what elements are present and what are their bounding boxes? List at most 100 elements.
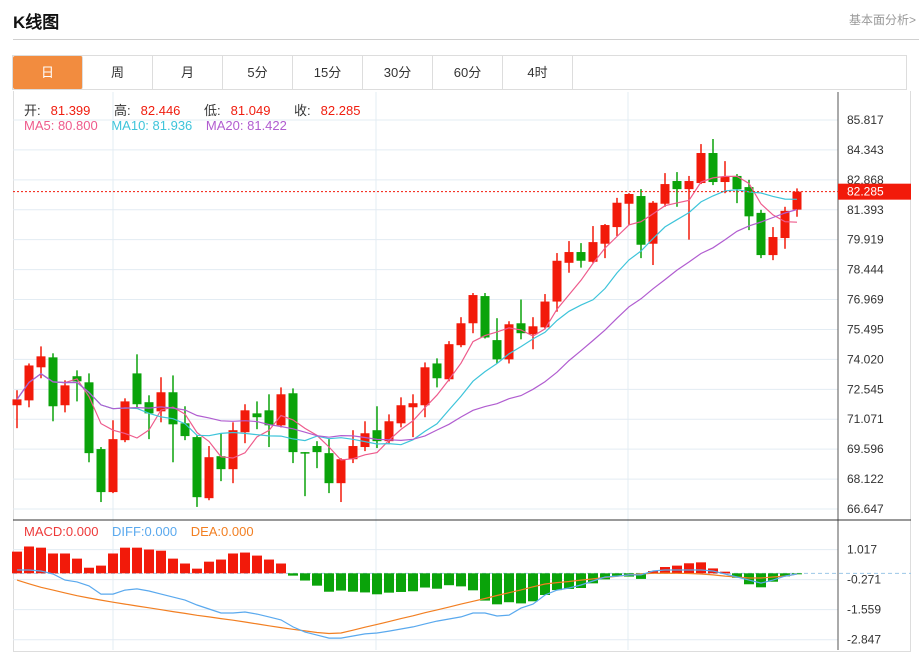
price-tick-label: 76.969	[847, 293, 884, 307]
candle-up	[540, 301, 550, 328]
price-tick-label: 82.868	[847, 173, 884, 187]
candle-up	[600, 225, 610, 244]
macd-bar-positive	[252, 555, 262, 574]
macd-bar-negative	[492, 573, 502, 605]
macd-bar-negative	[732, 573, 742, 578]
candle-up	[684, 181, 694, 190]
ma10-legend: MA10: 81.936	[111, 118, 193, 133]
tab-month[interactable]: 月	[153, 56, 223, 89]
candle-down	[324, 453, 334, 484]
macd-bar-positive	[132, 547, 142, 574]
tab-5min[interactable]: 5分	[223, 56, 293, 89]
macd-bar-positive	[720, 571, 730, 574]
macd-bar-negative	[756, 573, 766, 588]
macd-legend-value: MACD:0.000	[24, 524, 99, 539]
candle-up	[408, 403, 418, 408]
macd-bar-positive	[276, 563, 286, 574]
macd-bar-negative	[432, 573, 442, 589]
candle-down	[756, 212, 766, 256]
ma-legend: MA5: 80.800 MA10: 81.936 MA20: 81.422	[24, 118, 297, 133]
price-tick-label: 78.444	[847, 263, 884, 277]
candle-up	[120, 401, 130, 441]
candle-down	[732, 175, 742, 190]
candle-up	[444, 344, 454, 380]
macd-bar-negative	[336, 573, 346, 591]
macd-bar-positive	[216, 559, 226, 574]
macd-tick-label: -1.559	[847, 603, 881, 617]
candle-down	[744, 187, 754, 217]
price-tick-label: 85.817	[847, 113, 884, 127]
candle-up	[504, 324, 514, 360]
price-tick-label: 66.647	[847, 502, 884, 516]
macd-bar-negative	[420, 573, 430, 588]
close-label: 收:	[294, 103, 311, 118]
candle-up	[780, 210, 790, 239]
candle-up	[36, 356, 46, 368]
candle-up	[612, 202, 622, 228]
tab-30min[interactable]: 30分	[363, 56, 433, 89]
diff-line	[17, 569, 798, 639]
last-price-label: 82.285	[847, 185, 884, 199]
candle-up	[348, 446, 358, 460]
macd-bar-negative	[360, 573, 370, 593]
diff-legend-value: DIFF:0.000	[112, 524, 178, 539]
price-tick-label: 84.343	[847, 143, 884, 157]
tab-60min[interactable]: 60分	[433, 56, 503, 89]
candle-up	[228, 430, 238, 470]
candle-up	[156, 392, 166, 412]
macd-bar-negative	[372, 573, 382, 595]
tab-week[interactable]: 周	[83, 56, 153, 89]
ma5-line	[16, 175, 798, 461]
macd-bar-positive	[108, 553, 118, 574]
macd-bar-positive	[696, 562, 706, 574]
candle-up	[396, 405, 406, 424]
macd-bar-positive	[96, 565, 106, 574]
tab-15min[interactable]: 15分	[293, 56, 363, 89]
macd-bar-positive	[60, 553, 70, 574]
candle-up	[384, 421, 394, 442]
macd-bar-positive	[144, 549, 154, 574]
candle-up	[456, 323, 466, 346]
candle-down	[636, 196, 646, 245]
macd-bar-positive	[192, 568, 202, 574]
candle-up	[696, 153, 706, 184]
tab-4hour[interactable]: 4时	[503, 56, 573, 89]
candle-up	[552, 260, 562, 302]
macd-bar-negative	[516, 573, 526, 604]
candle-down	[192, 437, 202, 498]
tab-day[interactable]: 日	[13, 56, 83, 89]
high-label: 高:	[114, 103, 131, 118]
candle-up	[60, 385, 70, 406]
candle-up	[12, 399, 22, 406]
candle-down	[216, 456, 226, 470]
last-price-badge	[838, 183, 911, 200]
macd-bar-positive	[228, 553, 238, 574]
macd-bar-negative	[396, 573, 406, 592]
candle-up	[720, 176, 730, 183]
macd-legend: MACD:0.000 DIFF:0.000 DEA:0.000	[24, 524, 264, 539]
macd-bar-negative	[468, 573, 478, 591]
macd-bar-negative	[288, 573, 298, 576]
candle-down	[252, 413, 262, 418]
candle-up	[468, 295, 478, 324]
macd-bar-positive	[36, 547, 46, 574]
candle-down	[672, 181, 682, 190]
candle-down	[480, 296, 490, 338]
fundamental-analysis-link[interactable]: 基本面分析>	[848, 13, 916, 27]
candle-down	[180, 423, 190, 437]
candle-down	[312, 446, 322, 453]
dea-line	[16, 572, 798, 635]
low-value: 81.049	[230, 103, 271, 118]
macd-bar-negative	[600, 573, 610, 580]
macd-bar-negative	[348, 573, 358, 592]
ma20-line	[16, 208, 798, 442]
candle-up	[624, 194, 634, 204]
candle-up	[336, 459, 346, 484]
macd-bar-positive	[120, 547, 130, 574]
macd-bar-positive	[84, 567, 94, 574]
macd-tick-label: -0.271	[847, 573, 881, 587]
macd-bar-negative	[612, 573, 622, 576]
price-tick-label: 68.122	[847, 472, 884, 486]
ohlc-legend: 开: 81.399 高: 82.446 低: 81.049 收: 82.285	[24, 100, 380, 119]
